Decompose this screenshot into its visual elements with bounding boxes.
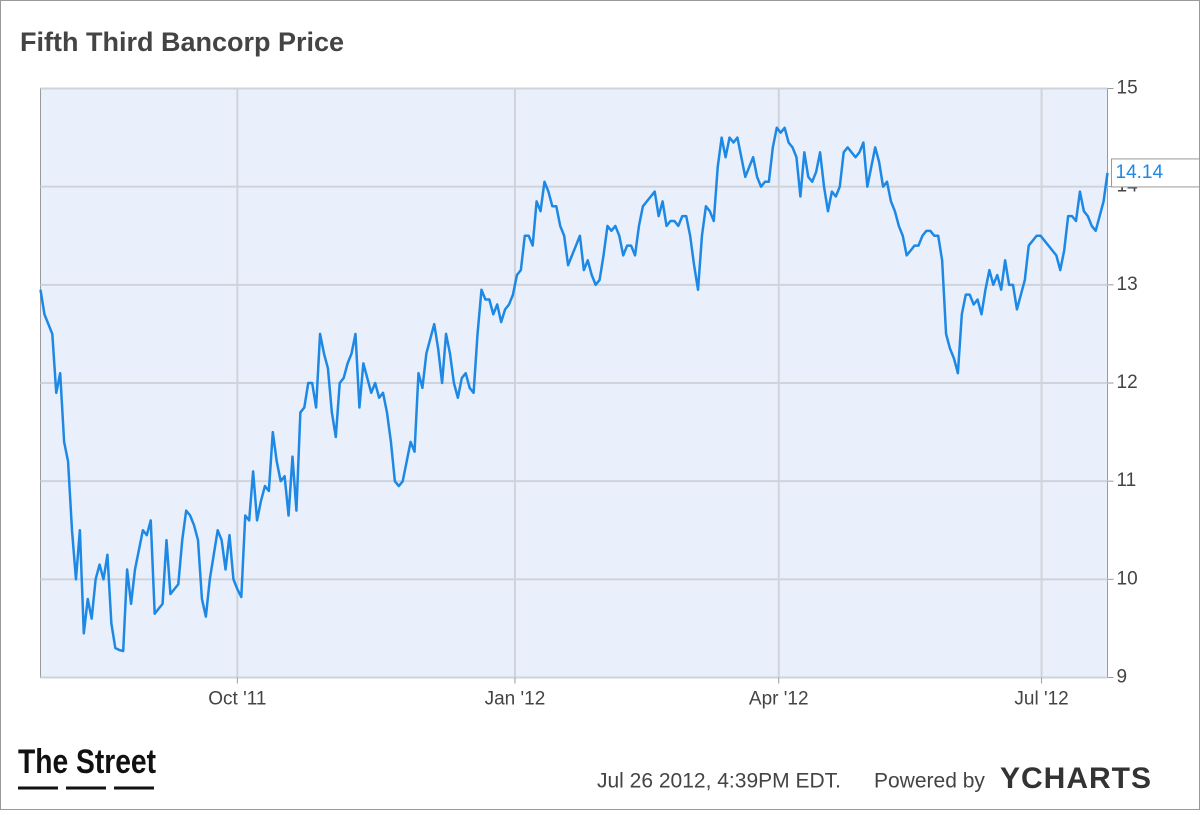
chart-title: Fifth Third Bancorp Price [20,27,344,57]
x-tick-label: Apr '12 [749,689,809,710]
timestamp: Jul 26 2012, 4:39PM EDT. [597,770,841,793]
brand: YCHARTS [1000,762,1152,795]
y-tick-label: 12 [1117,372,1138,393]
y-tick-label: 11 [1117,470,1137,491]
grid [40,87,1114,684]
powered-by: Powered by [874,770,985,793]
x-tick-label: Jan '12 [485,689,546,710]
y-tick-label: 15 [1117,78,1138,99]
y-tick-label: 9 [1117,667,1128,688]
x-tick-label: Jul '12 [1014,689,1068,710]
marks [39,126,1109,653]
y-tick-label: 13 [1117,274,1138,295]
x-tick-label: Oct '11 [208,689,266,710]
logo: The Street [18,743,156,781]
last-value-label: 14.14 [1116,162,1164,183]
y-tick-label: 10 [1117,568,1138,589]
price-line [39,126,1109,653]
